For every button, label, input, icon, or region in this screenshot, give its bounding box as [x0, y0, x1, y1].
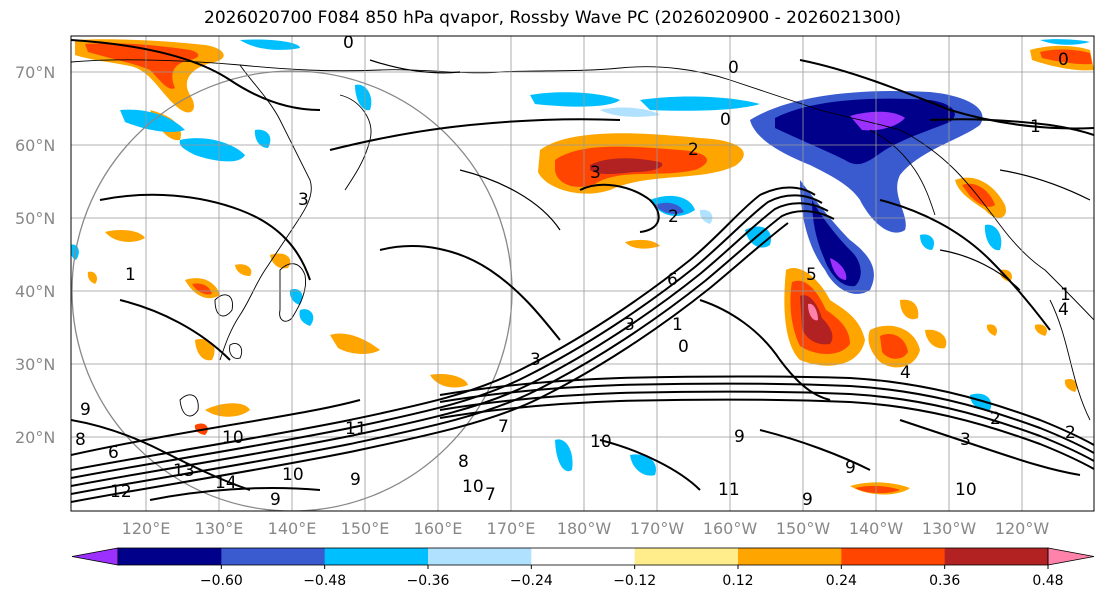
lon-label: 130°E [195, 519, 244, 538]
contour-label: 2 [1065, 423, 1076, 443]
lon-label: 150°W [776, 519, 831, 538]
contour-label: 8 [458, 452, 469, 472]
colorbar-segment [531, 548, 636, 565]
contour-label: 9 [270, 490, 281, 510]
contour-label: 10 [462, 477, 484, 497]
contour-label: 1 [125, 265, 136, 285]
colorbar-right-arrow [1047, 547, 1095, 566]
contour-label: 11 [718, 480, 740, 500]
colorbar-tick-label: 0.24 [826, 573, 857, 589]
map-title: 2026020700 F084 850 hPa qvapor, Rossby W… [204, 8, 901, 28]
lat-label: 40°N [15, 282, 55, 301]
lon-label: 160°E [414, 519, 463, 538]
lon-label: 150°E [341, 519, 390, 538]
contour-label: 10 [222, 428, 244, 448]
contour-label: 2 [688, 140, 699, 160]
map-frame [70, 35, 1095, 512]
contour-label: 2 [990, 409, 1001, 429]
contour-label: 3 [624, 315, 635, 335]
qvapor-contours [71, 39, 1094, 503]
lon-label: 180°W [557, 519, 612, 538]
colorbar-segment [841, 548, 946, 565]
colorbar-tick-label: −0.12 [613, 573, 656, 589]
contour-label: 9 [845, 458, 856, 478]
colorbar-tick-label: −0.36 [407, 573, 450, 589]
contour-label: 13 [173, 461, 195, 481]
colorbar-segment [221, 548, 326, 565]
lon-label: 140°W [849, 519, 904, 538]
contour-label: 9 [802, 490, 813, 510]
contour-label: 14 [215, 473, 237, 493]
contour-label: 3 [298, 190, 309, 210]
contour-label: 7 [485, 485, 496, 505]
contour-label: 0 [343, 33, 354, 53]
colorbar-segment [634, 548, 739, 565]
contour-label: 6 [667, 270, 678, 290]
contour-label: 4 [900, 363, 911, 383]
colorbar-segment [118, 548, 222, 565]
positive-anomaly-shading [75, 39, 1094, 495]
contour-label: 8 [75, 430, 86, 450]
contour-label: 10 [955, 480, 977, 500]
contour-label: 10 [282, 465, 304, 485]
contour-label: 0 [720, 110, 731, 130]
longitude-axis: 120°E 130°E 140°E 150°E 160°E 170°E 180°… [122, 519, 1050, 538]
contour-label: 2 [668, 207, 679, 227]
colorbar-tick-label: 0.36 [929, 573, 960, 589]
colorbar-left-arrow [71, 547, 119, 566]
colorbar: −0.60 −0.48 −0.36 −0.24 −0.12 0.12 0.24 0.36 0.4… [71, 547, 1095, 589]
colorbar-segment [944, 548, 1049, 565]
contour-label: 0 [728, 58, 739, 78]
range-circle [71, 70, 513, 511]
contour-label: 5 [806, 265, 817, 285]
contour-label: 6 [108, 443, 119, 463]
contour-label: 0 [678, 337, 689, 357]
lon-label: 160°W [703, 519, 758, 538]
contour-label: 9 [350, 470, 361, 490]
lon-label: 120°W [995, 519, 1050, 538]
contour-label: 0 [1058, 50, 1069, 70]
lat-label: 50°N [15, 209, 55, 228]
colorbar-segment [324, 548, 429, 565]
thin-contours [369, 59, 1091, 291]
lat-label: 60°N [15, 136, 55, 155]
lon-label: 120°E [122, 519, 171, 538]
colorbar-tick-label: 0.48 [1032, 573, 1063, 589]
latitude-axis: 70°N 60°N 50°N 40°N 30°N 20°N [15, 63, 55, 447]
colorbar-segment [738, 548, 842, 565]
lon-label: 170°E [487, 519, 536, 538]
lat-label: 70°N [15, 63, 55, 82]
negative-anomaly-shading [71, 39, 1090, 476]
contour-label: 3 [530, 350, 541, 370]
contour-label: 1 [672, 315, 683, 335]
lon-label: 130°W [922, 519, 977, 538]
colorbar-segment [428, 548, 532, 565]
lon-label: 170°W [630, 519, 685, 538]
contour-label: 1 [1060, 285, 1071, 305]
contour-label-group: 0 0 0 0 1 1 2 3 3 2 3 4 6 8 9 10 11 12 1… [75, 33, 1076, 510]
contour-label: 7 [498, 417, 509, 437]
contour-label: 4 [1058, 300, 1069, 320]
colorbar-outline [117, 547, 1049, 566]
contour-label: 12 [110, 482, 132, 502]
map-area [71, 36, 1094, 511]
colorbar-tick-label: −0.24 [510, 573, 553, 589]
lat-label: 20°N [15, 428, 55, 447]
colorbar-tick-label: −0.48 [303, 573, 346, 589]
contour-label: 1 [1030, 117, 1041, 137]
colorbar-tick-label: 0.12 [722, 573, 753, 589]
contour-label: 11 [345, 419, 367, 439]
contour-label: 3 [960, 430, 971, 450]
contour-label: 9 [80, 400, 91, 420]
contour-label: 10 [590, 432, 612, 452]
contour-label: 9 [734, 427, 745, 447]
lon-label: 140°E [268, 519, 317, 538]
colorbar-tick-label: −0.60 [200, 573, 243, 589]
gridlines [71, 36, 1094, 511]
lat-label: 30°N [15, 355, 55, 374]
contour-label: 3 [590, 163, 601, 183]
